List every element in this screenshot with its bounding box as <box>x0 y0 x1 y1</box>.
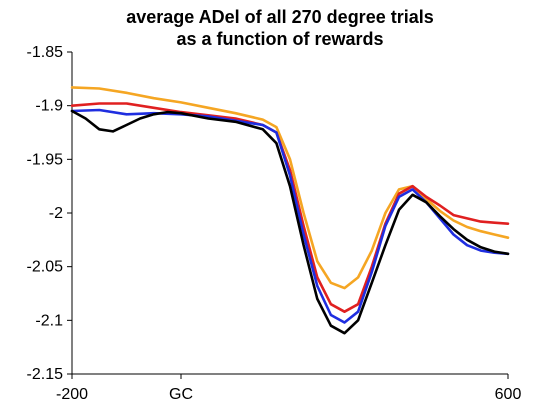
chart-title-line2: as a function of rewards <box>176 29 384 49</box>
series-line-2 <box>70 102 510 313</box>
chart-title-line1: average ADel of all 270 degree trials <box>126 7 434 27</box>
x-tick-label: -200 <box>56 386 88 403</box>
y-tick-label: -2.1 <box>35 312 63 329</box>
series-line-1 <box>70 86 510 290</box>
y-tick-label: -2.15 <box>27 366 64 383</box>
x-tick-label: GC <box>169 386 193 403</box>
chart-title: average ADel of all 270 degree trials as… <box>0 6 560 50</box>
y-tick-label: -2.05 <box>27 259 64 276</box>
y-tick-label: -1.85 <box>27 44 64 61</box>
series-line-4 <box>70 109 510 335</box>
series-line-3 <box>70 108 510 324</box>
y-tick-label: -1.9 <box>35 98 63 115</box>
y-tick-label: -1.95 <box>27 151 64 168</box>
y-tick-label: -2 <box>49 205 63 222</box>
x-tick-label: 600 <box>495 386 522 403</box>
